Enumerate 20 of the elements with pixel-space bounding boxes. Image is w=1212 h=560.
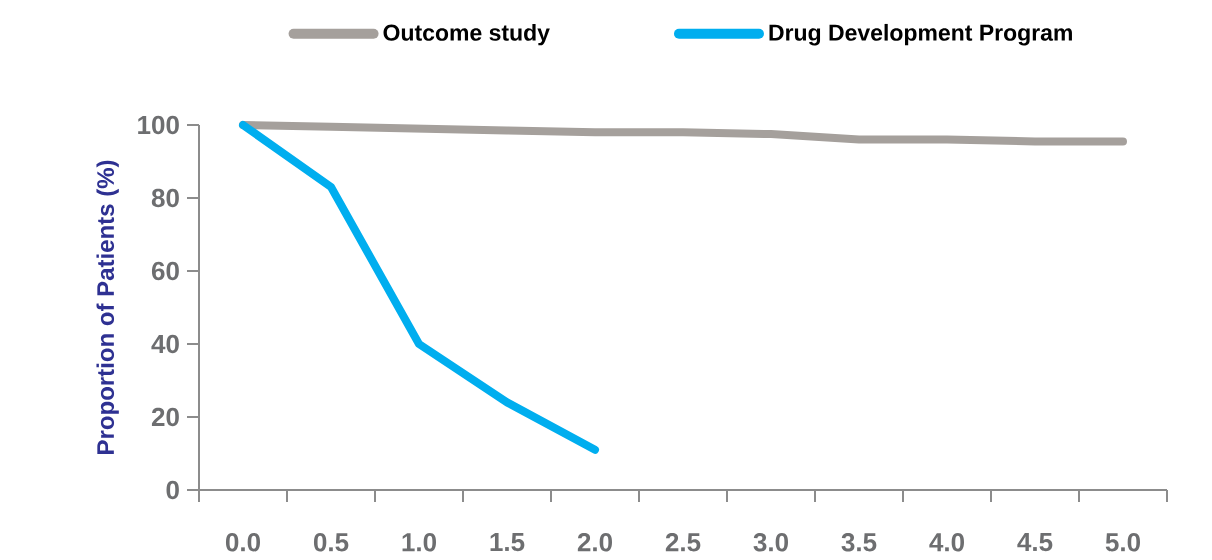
y-tick-label: 40 <box>151 334 179 354</box>
x-tick-label: 3.5 <box>841 533 877 552</box>
x-tick-label: 2.0 <box>577 533 613 552</box>
y-tick-label: 60 <box>151 261 179 281</box>
x-tick-label: 1.0 <box>402 533 437 552</box>
y-tick-label: 80 <box>151 188 179 208</box>
x-tick-label: 0.5 <box>313 533 349 552</box>
y-tick-label: 20 <box>151 407 179 427</box>
y-tick-label: 100 <box>138 115 179 135</box>
x-tick-label: 4.5 <box>1017 533 1053 552</box>
x-tick-label: 1.5 <box>490 533 525 552</box>
x-tick-label: 2.5 <box>665 533 701 552</box>
y-tick-label: 0 <box>166 480 179 500</box>
legend-label: Drug Development Program <box>769 23 1072 46</box>
legend-label: Outcome study <box>383 23 550 46</box>
x-tick-label: 5.0 <box>1105 533 1140 552</box>
x-tick-label: 0.0 <box>225 533 261 552</box>
y-axis-title: Proportion of Patients (%) <box>96 160 119 454</box>
x-tick-label: 3.0 <box>753 533 789 552</box>
x-tick-label: 4.0 <box>929 533 965 552</box>
